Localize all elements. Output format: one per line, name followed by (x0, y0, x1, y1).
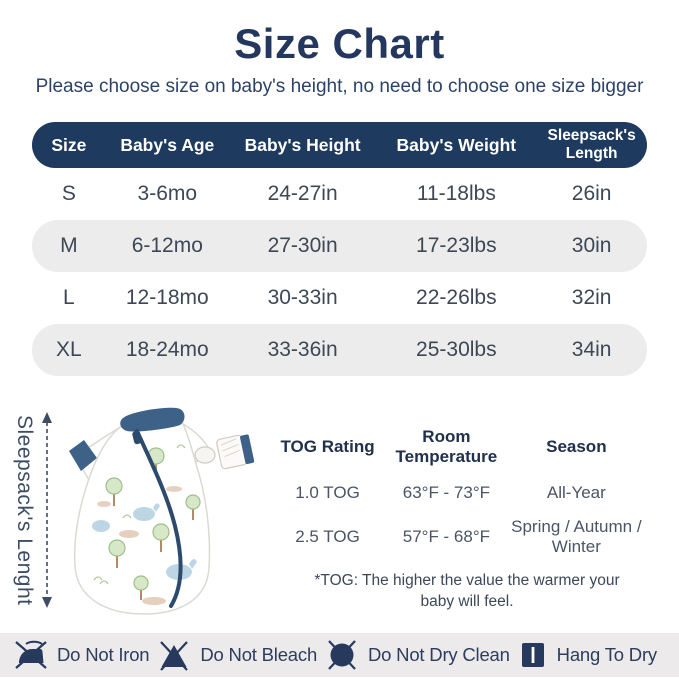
cell-weight: 17-23lbs (416, 233, 497, 257)
tog-header-temperature: Room Temperature (395, 427, 498, 466)
tog-header-season: Season (546, 437, 607, 457)
care-label: Do Not Bleach (200, 644, 318, 665)
sleepsack-length-label: Sleepsack's Lenght (13, 414, 36, 606)
cell-weight: 22-26lbs (416, 285, 497, 309)
double-arrow-icon (42, 412, 52, 608)
col-header-height: Baby's Height (244, 134, 361, 155)
care-item-do-not-iron: Do Not Iron (14, 639, 150, 671)
cell-weight: 11-18lbs (416, 181, 496, 205)
care-item-do-not-bleach: Do Not Bleach (157, 639, 317, 671)
hang-to-dry-icon (521, 643, 544, 667)
col-header-size: Size (51, 134, 87, 155)
page-subtitle: Please choose size on baby's height, no … (35, 76, 644, 97)
care-item-hang-to-dry: Hang To Dry (518, 639, 657, 671)
care-instructions-bar: Do Not Iron Do Not Bleach Do Not Dry Cle… (0, 633, 679, 677)
cell-length: 30in (571, 233, 612, 257)
cell-weight: 25-30lbs (416, 337, 497, 361)
cell-height: 30-33in (267, 285, 338, 309)
table-row-xl: XL 18-24mo 33-36in 25-30lbs 34in (32, 324, 647, 376)
tog-note: *TOG: The higher the value the warmer yo… (314, 572, 620, 611)
cell-height: 27-30in (267, 233, 338, 257)
col-header-weight: Baby's Weight (396, 134, 517, 155)
tog-info: TOG Rating Room Temperature Season 1.0 T… (269, 392, 665, 628)
cell-length: 32in (571, 285, 612, 309)
size-table: Size Baby's Age Baby's Height Baby's Wei… (32, 122, 647, 376)
tog-row-2: 2.5 TOG 57°F - 68°F Spring / Autumn / Wi… (269, 514, 646, 559)
care-item-do-not-dry-clean: Do Not Dry Clean (325, 639, 510, 671)
sleepsack-length-figure: Sleepsack's Lenght (12, 392, 255, 628)
care-label: Do Not Iron (57, 644, 150, 665)
cell-age: 6-12mo (131, 233, 203, 257)
cell-size: S (61, 181, 76, 205)
care-label: Do Not Dry Clean (367, 644, 510, 665)
tog-header-row: TOG Rating Room Temperature Season (269, 422, 646, 472)
tog-temperature: 57°F - 68°F (402, 526, 491, 546)
cell-age: 12-18mo (125, 285, 209, 309)
sleepsack-illustration (69, 407, 255, 615)
col-header-age: Baby's Age (120, 134, 215, 155)
cell-age: 3-6mo (137, 181, 198, 205)
cell-height: 33-36in (267, 337, 338, 361)
do-not-iron-icon (15, 640, 47, 669)
tog-temperature: 63°F - 73°F (402, 483, 491, 503)
bottom-section: Sleepsack's Lenght (0, 392, 679, 628)
tog-table: TOG Rating Room Temperature Season 1.0 T… (269, 422, 646, 559)
tog-header-rating: TOG Rating (280, 437, 375, 457)
cell-size: L (63, 285, 75, 309)
table-row-m: M 6-12mo 27-30in 17-23lbs 30in (32, 220, 647, 272)
cell-length: 26in (571, 181, 612, 205)
cell-size: XL (56, 337, 82, 361)
tog-season: Spring / Autumn / Winter (511, 517, 642, 556)
cell-age: 18-24mo (125, 337, 209, 361)
tog-row-1: 1.0 TOG 63°F - 73°F All-Year (269, 472, 646, 514)
do-not-dry-clean-icon (328, 640, 356, 670)
size-table-header-row: Size Baby's Age Baby's Height Baby's Wei… (32, 122, 647, 168)
tog-rating: 1.0 TOG (295, 483, 360, 503)
care-label: Hang To Dry (556, 644, 657, 665)
do-not-bleach-icon (160, 641, 189, 671)
table-row-s: S 3-6mo 24-27in 11-18lbs 26in (32, 168, 647, 220)
tog-rating: 2.5 TOG (295, 526, 360, 546)
tog-season: All-Year (546, 483, 606, 503)
cell-size: M (60, 233, 78, 257)
cell-height: 24-27in (267, 181, 338, 205)
table-row-l: L 12-18mo 30-33in 22-26lbs 32in (32, 272, 647, 324)
cell-length: 34in (571, 337, 612, 361)
col-header-length: Sleepsack's Length (547, 127, 636, 162)
page-title: Size Chart (234, 20, 445, 67)
